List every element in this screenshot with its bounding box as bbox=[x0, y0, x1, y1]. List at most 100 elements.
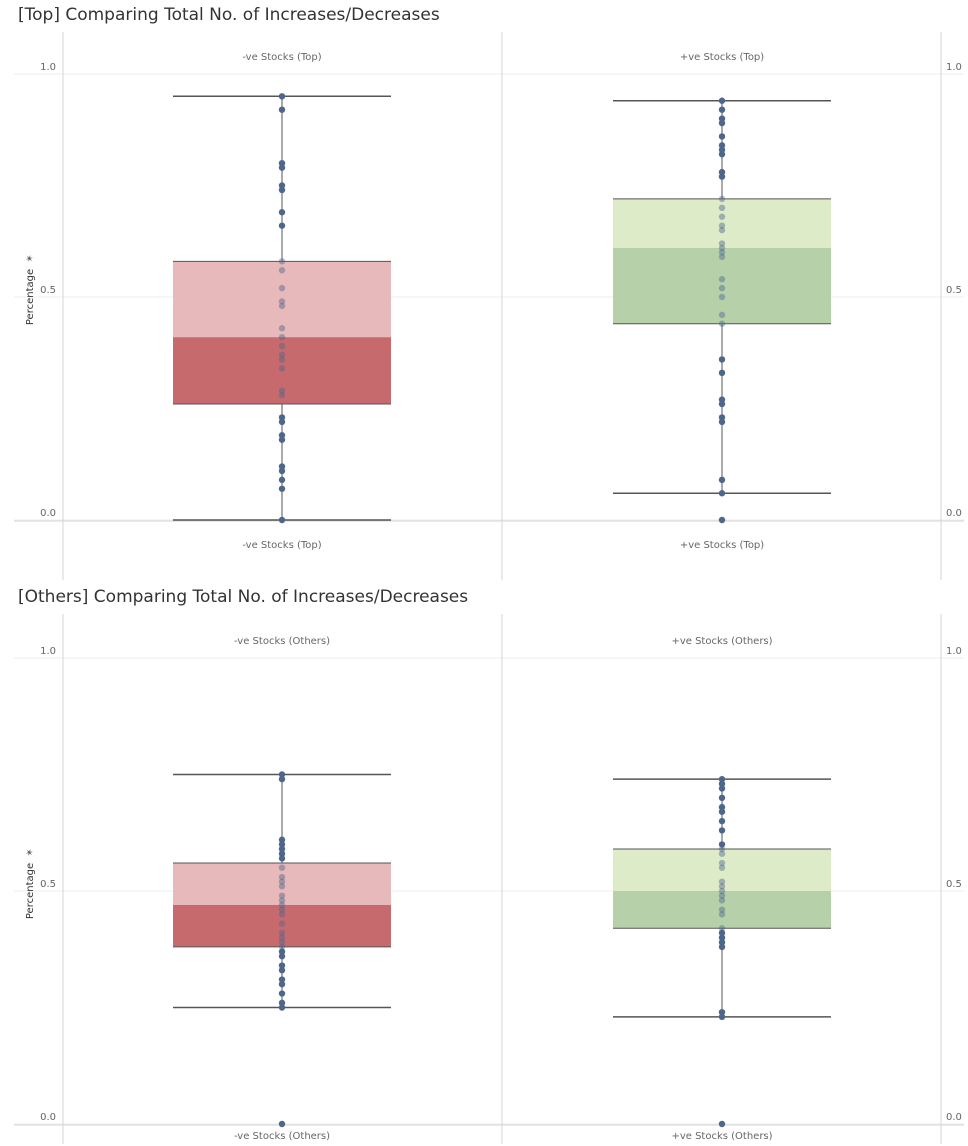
data-point bbox=[278, 414, 286, 421]
data-point bbox=[278, 939, 286, 946]
y-axis-label: Percentage bbox=[25, 269, 36, 325]
data-point bbox=[278, 418, 286, 426]
data-point bbox=[278, 897, 286, 904]
data-point bbox=[278, 943, 286, 951]
data-point bbox=[278, 436, 286, 443]
data-point bbox=[718, 284, 726, 292]
data-point bbox=[278, 948, 286, 955]
column-header: +ve Stocks (Top) bbox=[680, 52, 764, 63]
data-point bbox=[278, 878, 286, 885]
data-point bbox=[718, 803, 726, 811]
data-point bbox=[278, 432, 286, 439]
data-point bbox=[278, 164, 286, 171]
data-point bbox=[278, 391, 286, 399]
data-point bbox=[718, 929, 726, 937]
column-footer: -ve Stocks (Others) bbox=[234, 1131, 330, 1142]
data-point bbox=[718, 476, 726, 484]
data-point bbox=[278, 990, 286, 997]
box-upper bbox=[613, 849, 831, 891]
y-tick-label-left: 0.0 bbox=[40, 508, 56, 519]
data-point bbox=[278, 855, 286, 862]
data-point bbox=[278, 267, 286, 274]
data-point bbox=[278, 901, 286, 909]
box-lower bbox=[613, 891, 831, 929]
data-point bbox=[718, 244, 726, 252]
data-point bbox=[278, 841, 286, 848]
data-point bbox=[718, 516, 726, 524]
data-point bbox=[278, 864, 286, 871]
data-point bbox=[278, 516, 286, 524]
data-point bbox=[718, 204, 726, 211]
data-point bbox=[278, 873, 286, 881]
data-point bbox=[718, 808, 726, 815]
data-point bbox=[278, 906, 286, 913]
data-point bbox=[718, 195, 726, 203]
data-point bbox=[718, 1008, 726, 1016]
data-point bbox=[278, 106, 286, 113]
data-point bbox=[718, 1013, 726, 1021]
data-point bbox=[718, 222, 726, 229]
data-point bbox=[718, 115, 726, 122]
data-point bbox=[718, 845, 726, 853]
data-point bbox=[718, 864, 726, 871]
column-header: -ve Stocks (Others) bbox=[234, 636, 330, 647]
data-point bbox=[278, 836, 286, 843]
y-tick-label-left: 0.5 bbox=[40, 879, 56, 890]
chart-title-top: [Top] Comparing Total No. of Increases/D… bbox=[18, 5, 440, 25]
data-point bbox=[718, 106, 726, 113]
data-point bbox=[718, 400, 726, 408]
y-tick-label-left: 1.0 bbox=[40, 62, 56, 73]
data-point bbox=[718, 906, 726, 913]
data-point bbox=[718, 226, 726, 234]
y-tick-label-left: 0.5 bbox=[40, 285, 56, 296]
data-point bbox=[278, 981, 286, 988]
data-point bbox=[718, 780, 726, 788]
data-point bbox=[718, 151, 726, 158]
data-point bbox=[278, 476, 286, 484]
data-point bbox=[278, 485, 286, 492]
data-point bbox=[278, 845, 286, 853]
data-point bbox=[278, 182, 286, 189]
data-point bbox=[718, 794, 726, 801]
data-point bbox=[718, 841, 726, 848]
data-point bbox=[718, 249, 726, 256]
data-point bbox=[278, 953, 286, 960]
data-point bbox=[278, 962, 286, 969]
data-point bbox=[278, 325, 286, 332]
column-footer: +ve Stocks (Top) bbox=[680, 540, 764, 551]
data-point bbox=[718, 911, 726, 918]
y-tick-label-left: 1.0 bbox=[40, 646, 56, 657]
data-point bbox=[718, 414, 726, 421]
data-point bbox=[718, 817, 726, 825]
box-upper bbox=[173, 863, 391, 905]
data-point bbox=[718, 859, 726, 867]
chart-title-others: [Others] Comparing Total No. of Increase… bbox=[18, 587, 469, 607]
box-plot-others: 0.0 0.0 0.5 0.5 1.0 1.0 Percentage ✶ -ve Stocks … bbox=[14, 614, 964, 1144]
data-point bbox=[278, 351, 286, 359]
data-point bbox=[718, 311, 726, 319]
data-point bbox=[278, 298, 286, 305]
column-header: +ve Stocks (Others) bbox=[671, 636, 772, 647]
column-footer: -ve Stocks (Top) bbox=[242, 540, 321, 551]
box-lower bbox=[613, 247, 831, 324]
y-tick-label-left: 0.0 bbox=[40, 1112, 56, 1123]
data-point bbox=[718, 883, 726, 890]
data-point bbox=[718, 892, 726, 899]
data-point bbox=[718, 934, 726, 941]
y-tick-label-right: 1.0 bbox=[946, 646, 962, 657]
data-point bbox=[718, 418, 726, 426]
box-upper bbox=[173, 261, 391, 338]
data-point bbox=[718, 240, 726, 247]
data-point bbox=[278, 258, 286, 265]
data-point bbox=[278, 775, 286, 783]
data-point bbox=[718, 850, 726, 857]
data-point bbox=[278, 463, 286, 470]
data-point bbox=[278, 302, 286, 310]
data-point bbox=[278, 911, 286, 918]
data-point bbox=[278, 850, 286, 857]
data-point bbox=[718, 943, 726, 951]
data-point bbox=[718, 396, 726, 403]
pin-icon: ✶ bbox=[23, 252, 37, 266]
y-tick-label-right: 0.0 bbox=[946, 508, 962, 519]
data-point bbox=[278, 160, 286, 167]
